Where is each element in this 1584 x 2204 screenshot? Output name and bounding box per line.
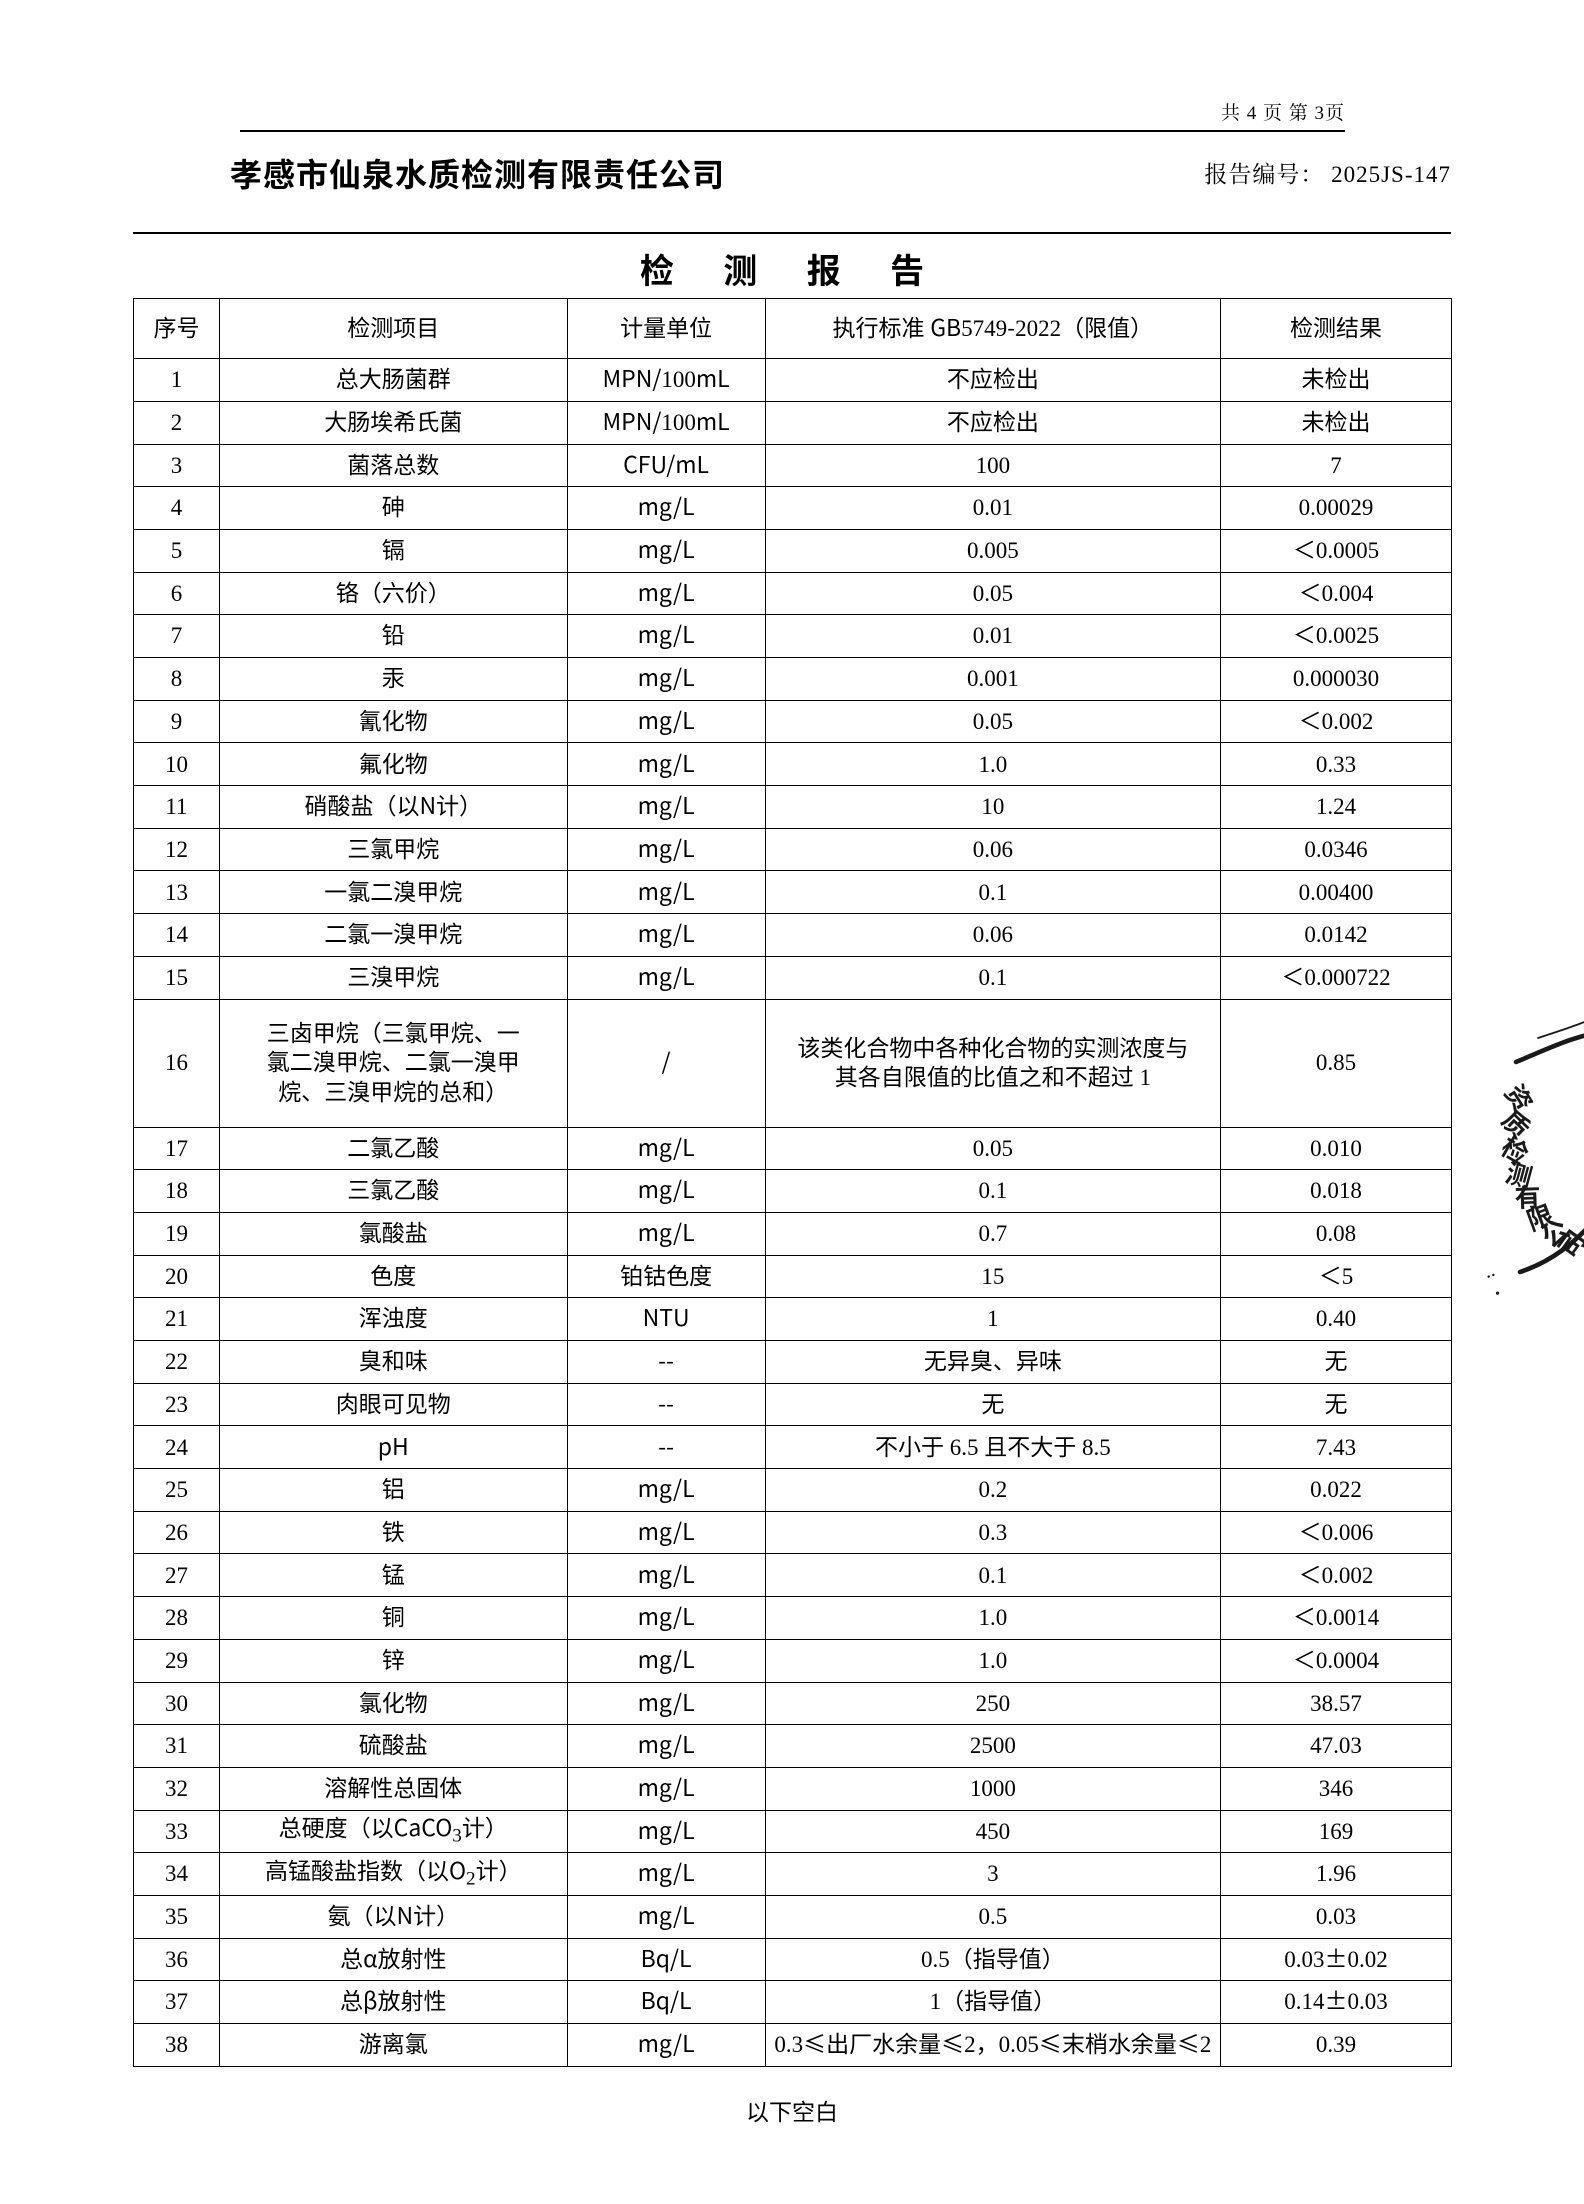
svg-text:·: · <box>1487 1283 1510 1304</box>
svg-text::: : <box>1483 1270 1502 1280</box>
